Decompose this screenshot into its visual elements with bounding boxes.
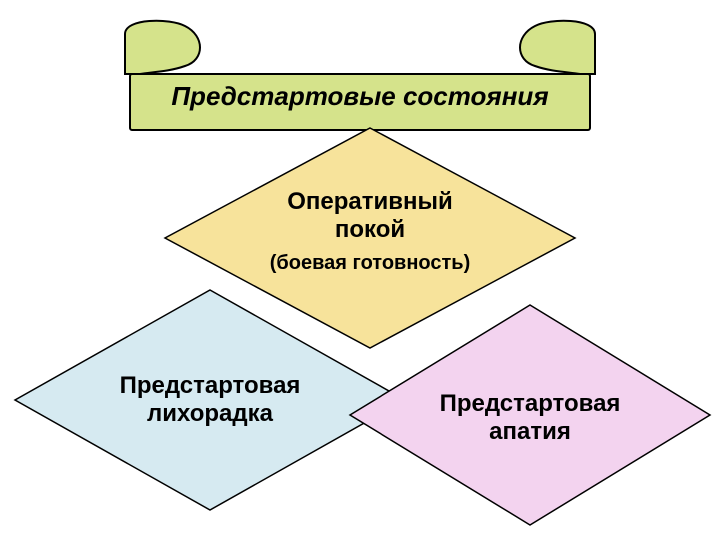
diamond-left-line1: Предстартовая	[60, 372, 360, 400]
diamond-top-title-line1: Оперативный	[220, 188, 520, 216]
diamond-top-subtitle: (боевая готовность)	[200, 252, 540, 275]
diagram-canvas: Предстартовые состояния Оперативный поко…	[0, 0, 720, 540]
diamond-left-line2: лихорадка	[60, 400, 360, 428]
diamond-top-title-line2: покой	[220, 216, 520, 244]
diamond-right-line1: Предстартовая	[380, 390, 680, 418]
diamond-right-line2: апатия	[380, 418, 680, 446]
